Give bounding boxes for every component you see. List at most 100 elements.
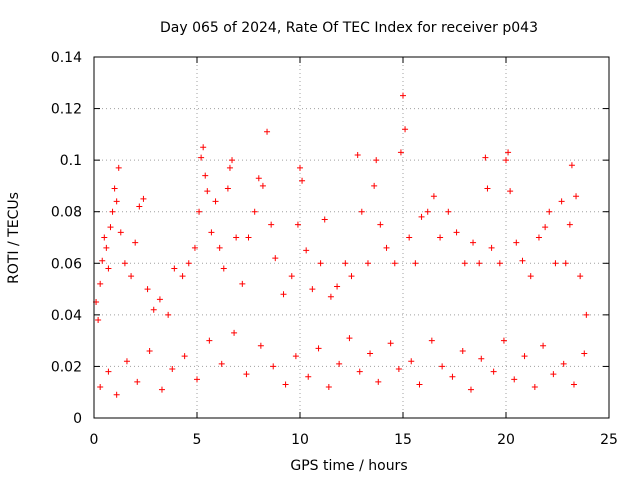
data-point — [371, 182, 378, 189]
data-point — [309, 286, 316, 293]
data-point — [150, 306, 157, 313]
data-point — [418, 213, 425, 220]
data-point — [400, 92, 406, 99]
data-point — [519, 257, 526, 264]
data-point — [194, 376, 200, 383]
data-point — [377, 221, 384, 228]
data-point — [156, 296, 163, 303]
data-point — [191, 244, 198, 251]
data-point — [397, 149, 404, 156]
data-point — [206, 337, 213, 344]
data-point — [406, 234, 413, 241]
data-point — [233, 234, 240, 241]
data-point — [165, 311, 172, 318]
axis-ticks: 0 5 10 15 20 25 0 0.02 0.04 0.06 0.08 0.1 0.12 0.14 — [51, 50, 618, 448]
data-point — [461, 260, 468, 267]
data-point — [395, 366, 402, 373]
y-axis-label: ROTI / TECUs — [6, 192, 22, 284]
data-point — [292, 353, 299, 360]
data-point — [305, 373, 312, 380]
data-point — [387, 340, 394, 347]
data-point — [259, 182, 266, 189]
data-point — [264, 128, 271, 135]
data-point — [356, 368, 363, 375]
data-point — [348, 273, 355, 280]
data-point — [550, 371, 557, 378]
data-point — [146, 347, 153, 354]
data-point — [200, 144, 207, 151]
data-point — [336, 360, 343, 367]
data-point — [109, 208, 116, 215]
data-point — [288, 273, 295, 280]
data-point — [540, 342, 547, 349]
data-point — [354, 151, 361, 158]
y-tick-label: 0 — [73, 411, 82, 427]
data-point — [99, 257, 106, 264]
data-point — [97, 384, 104, 391]
data-point — [488, 244, 495, 251]
data-point — [367, 350, 374, 357]
data-point — [507, 188, 514, 195]
data-point — [121, 260, 128, 267]
data-point — [101, 234, 108, 241]
data-point — [570, 381, 577, 388]
data-point — [196, 208, 203, 215]
y-tick-label: 0.08 — [51, 205, 82, 221]
data-point — [218, 360, 225, 367]
data-point — [470, 239, 477, 246]
data-point — [315, 345, 322, 352]
x-axis-label: GPS time / hours — [290, 458, 407, 474]
data-point — [552, 260, 559, 267]
data-point — [346, 335, 353, 342]
data-point — [171, 265, 178, 272]
x-tick-label: 10 — [291, 432, 309, 448]
data-point — [325, 384, 332, 391]
data-point — [103, 244, 110, 251]
data-point — [416, 381, 423, 388]
data-point — [208, 229, 215, 236]
data-point — [212, 198, 219, 205]
data-point — [105, 265, 112, 272]
data-point — [128, 273, 135, 280]
data-point — [105, 368, 112, 375]
data-point — [280, 291, 287, 298]
data-point — [428, 337, 435, 344]
data-point — [577, 273, 584, 280]
data-point — [251, 208, 258, 215]
data-point — [505, 149, 512, 156]
x-tick-label: 5 — [193, 432, 202, 448]
data-point — [270, 363, 277, 370]
chart-title: Day 065 of 2024, Rate Of TEC Index for r… — [160, 20, 538, 36]
data-point — [511, 376, 518, 383]
data-point — [482, 154, 489, 161]
data-point — [521, 353, 528, 360]
data-point — [257, 342, 264, 349]
data-point — [111, 185, 118, 192]
data-point — [503, 157, 509, 164]
data-point — [95, 317, 102, 324]
data-point — [535, 234, 542, 241]
data-point — [158, 386, 165, 393]
data-point — [566, 221, 573, 228]
data-point — [334, 283, 341, 290]
x-tick-label: 0 — [90, 432, 99, 448]
data-point — [303, 247, 310, 254]
data-point — [231, 329, 238, 336]
data-point — [297, 164, 303, 171]
data-point — [364, 260, 371, 267]
data-point — [268, 221, 275, 228]
data-point — [562, 260, 569, 267]
y-tick-label: 0.12 — [51, 102, 82, 118]
data-point — [294, 221, 301, 228]
data-point — [136, 203, 143, 210]
data-point — [243, 371, 250, 378]
y-tick-label: 0.02 — [51, 359, 82, 375]
y-tick-label: 0.06 — [51, 256, 82, 272]
data-point — [459, 347, 466, 354]
data-point — [402, 126, 409, 133]
data-point — [216, 244, 223, 251]
x-tick-label: 15 — [394, 432, 412, 448]
data-point — [317, 260, 324, 267]
data-point — [144, 286, 151, 293]
data-point — [239, 280, 246, 287]
